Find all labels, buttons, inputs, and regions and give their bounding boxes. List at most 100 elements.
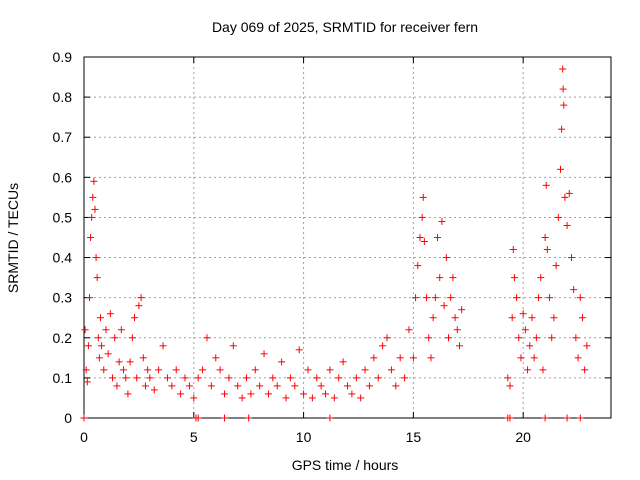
data-point bbox=[137, 294, 145, 302]
data-point bbox=[519, 310, 527, 318]
data-point bbox=[561, 193, 569, 201]
data-point bbox=[150, 386, 158, 394]
data-point bbox=[416, 234, 424, 241]
data-point bbox=[124, 390, 132, 398]
data-point bbox=[418, 213, 426, 221]
data-point bbox=[242, 374, 250, 382]
data-point bbox=[245, 414, 253, 422]
data-point bbox=[89, 193, 97, 201]
data-point bbox=[521, 326, 529, 334]
y-tick-label: 0.5 bbox=[53, 209, 73, 225]
data-point bbox=[335, 374, 343, 382]
data-point bbox=[313, 374, 321, 382]
plot-frame bbox=[83, 56, 612, 419]
data-point bbox=[542, 181, 550, 189]
data-point bbox=[581, 366, 589, 374]
y-tick-label: 0.3 bbox=[53, 290, 73, 306]
data-point bbox=[80, 414, 88, 422]
data-point bbox=[455, 342, 463, 350]
y-axis-label: SRMTID / TECUs bbox=[5, 183, 21, 293]
data-point bbox=[269, 374, 277, 382]
data-point bbox=[92, 254, 100, 262]
data-point bbox=[109, 374, 117, 382]
data-point bbox=[374, 374, 382, 382]
x-tick-label: 0 bbox=[80, 429, 88, 445]
data-point bbox=[216, 366, 224, 374]
data-point bbox=[326, 366, 334, 374]
data-point bbox=[304, 366, 312, 374]
data-point bbox=[578, 314, 586, 322]
data-point bbox=[102, 326, 110, 334]
data-point bbox=[504, 374, 512, 382]
data-point bbox=[117, 326, 125, 334]
data-point bbox=[423, 294, 431, 302]
data-point bbox=[560, 101, 568, 109]
data-point bbox=[339, 358, 347, 366]
data-point bbox=[126, 358, 134, 366]
data-point bbox=[513, 294, 521, 302]
x-tick-label: 10 bbox=[296, 429, 312, 445]
data-point bbox=[282, 394, 290, 402]
data-point bbox=[300, 390, 308, 398]
data-point bbox=[436, 274, 444, 282]
data-point bbox=[506, 382, 514, 390]
data-point bbox=[535, 294, 543, 302]
data-point bbox=[451, 314, 459, 322]
data-point bbox=[295, 346, 303, 354]
data-point bbox=[139, 354, 147, 362]
data-point bbox=[526, 342, 534, 350]
x-axis-label: GPS time / hours bbox=[292, 457, 399, 473]
data-point bbox=[425, 334, 433, 342]
y-tick-label: 0.1 bbox=[53, 370, 73, 386]
y-tick-label: 0.6 bbox=[53, 169, 73, 185]
data-point bbox=[94, 334, 102, 342]
axis-ticks: 0 0.1 0.2 0.3 0.4 0.5 0.6 0.7 0.8 0.9 0 5 10 15 20 bbox=[53, 49, 611, 445]
x-tick-label: 5 bbox=[190, 429, 198, 445]
data-point bbox=[330, 394, 338, 402]
data-point bbox=[131, 314, 139, 322]
data-point bbox=[133, 374, 141, 382]
data-point bbox=[120, 366, 128, 374]
data-point bbox=[453, 326, 461, 334]
data-point bbox=[344, 382, 351, 390]
data-point bbox=[572, 334, 580, 342]
data-point bbox=[524, 366, 532, 374]
data-point bbox=[438, 217, 446, 225]
data-point bbox=[401, 374, 409, 382]
data-point bbox=[207, 382, 215, 390]
data-point bbox=[554, 213, 562, 221]
data-point bbox=[221, 414, 229, 422]
data-point bbox=[361, 366, 369, 374]
data-point bbox=[532, 334, 540, 342]
y-tick-label: 0 bbox=[64, 410, 72, 426]
data-point bbox=[509, 246, 517, 254]
data-point bbox=[419, 193, 427, 201]
data-point bbox=[221, 390, 229, 398]
data-point bbox=[128, 334, 136, 342]
data-point bbox=[541, 234, 549, 241]
data-point bbox=[543, 246, 551, 254]
data-point bbox=[383, 334, 391, 342]
data-point bbox=[414, 262, 422, 270]
x-tick-label: 20 bbox=[515, 429, 531, 445]
data-point bbox=[203, 334, 211, 342]
data-point bbox=[88, 213, 96, 221]
data-point bbox=[506, 414, 514, 422]
data-series bbox=[80, 65, 591, 422]
data-point bbox=[106, 310, 114, 318]
data-point bbox=[122, 374, 130, 382]
data-point bbox=[352, 374, 360, 382]
data-point bbox=[100, 366, 108, 374]
data-point bbox=[96, 314, 104, 322]
data-point bbox=[550, 314, 558, 322]
data-point bbox=[326, 414, 334, 422]
data-point bbox=[348, 390, 356, 398]
data-point bbox=[431, 294, 439, 302]
data-point bbox=[90, 177, 98, 185]
data-point bbox=[357, 394, 365, 402]
data-point bbox=[194, 414, 202, 422]
data-point bbox=[256, 382, 264, 390]
data-point bbox=[286, 374, 294, 382]
data-point bbox=[528, 314, 536, 322]
data-point bbox=[379, 342, 387, 350]
